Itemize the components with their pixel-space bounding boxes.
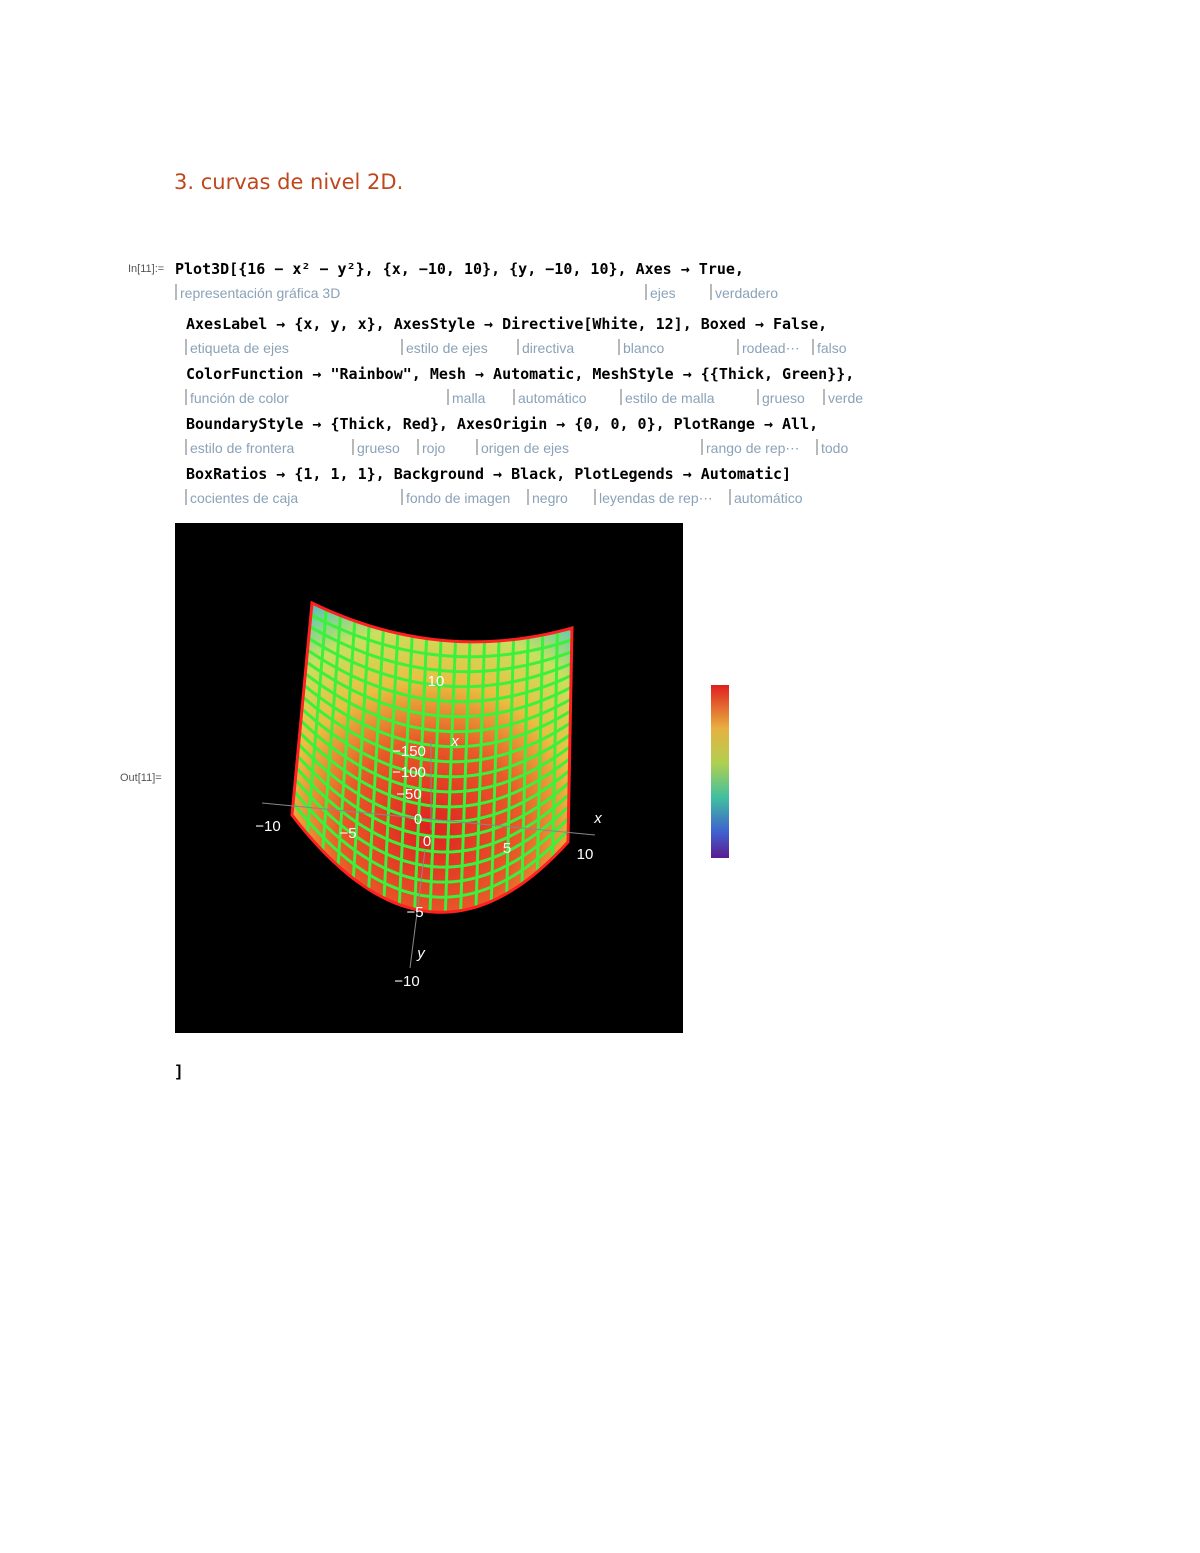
annotation: estilo de malla [620, 389, 715, 406]
mesh-line [535, 634, 545, 872]
annotation: rango de rep⋯ [701, 439, 799, 456]
cell-bracket: ] [176, 1063, 181, 1080]
mesh-line [291, 802, 570, 899]
axis-tick-label: −150 [392, 743, 426, 760]
axis-tick-label: −5 [406, 904, 423, 921]
annotation: rodead⋯ [737, 339, 800, 356]
annotation: grueso [757, 389, 805, 406]
heading: 3. curvas de nivel 2D. [174, 170, 404, 194]
axis-tick-label: −10 [394, 973, 419, 990]
annotation: ejes [645, 284, 676, 301]
output-label: Out[11]= [120, 772, 162, 784]
annotation: directiva [517, 339, 574, 356]
annotation: representación gráfica 3D [175, 284, 340, 301]
annotation: automático [729, 489, 802, 506]
code-line: ColorFunction → "Rainbow", Mesh → Automa… [186, 365, 855, 383]
annotation: negro [527, 489, 568, 506]
code-line: BoundaryStyle → {Thick, Red}, AxesOrigin… [186, 415, 819, 433]
annotation: automático [513, 389, 586, 406]
axis-tick-label: 10 [577, 846, 594, 863]
annotation: blanco [618, 339, 664, 356]
annotation: función de color [185, 389, 289, 406]
mesh-line [294, 778, 570, 869]
axis-tick-label: −100 [392, 764, 426, 781]
legend-tick: −150 [738, 822, 765, 836]
axis-tick-label: 0 [414, 811, 422, 828]
axis-tick-label: −10 [255, 818, 280, 835]
boundary [290, 600, 574, 914]
surface [290, 600, 574, 914]
annotation: leyendas de rep⋯ [594, 489, 713, 506]
annotation: origen de ejes [476, 439, 569, 456]
code-line: Plot3D[{16 − x² − y²}, {x, −10, 10}, {y,… [175, 260, 744, 278]
annotation: verdadero [710, 284, 778, 301]
legend-bar [711, 685, 729, 858]
annotation: verde [823, 389, 863, 406]
legend-tick: 0 [738, 692, 745, 706]
annotation: malla [447, 389, 485, 406]
annotation: grueso [352, 439, 400, 456]
annotation: rojo [417, 439, 445, 456]
axis-labels: 10x−150−100−500−10 −5 0 5 10x−5y−100−50−100−… [255, 673, 765, 990]
mesh-line [293, 790, 570, 884]
mesh-line [551, 631, 559, 859]
axis-tick-label: 0 [423, 833, 431, 850]
code-line: BoxRatios → {1, 1, 1}, Background → Blac… [186, 465, 792, 483]
axis-tick-label: x [593, 810, 602, 827]
axis-tick-label: 10 [428, 673, 445, 690]
annotation: todo [816, 439, 848, 456]
axis-tick-label: x [450, 733, 459, 750]
code-line: AxesLabel → {x, y, x}, AxesStyle → Direc… [186, 315, 828, 333]
annotation: fondo de imagen [401, 489, 510, 506]
axes [261, 740, 596, 969]
axis-tick-label: y [416, 945, 426, 962]
annotation: cocientes de caja [185, 489, 298, 506]
axis-tick-label: −50 [396, 786, 421, 803]
input-label: In[11]:= [128, 263, 165, 275]
legend-tick: −100 [738, 778, 765, 792]
annotation: estilo de frontera [185, 439, 294, 456]
legend-tick: −50 [738, 735, 759, 749]
axis-tick-label: −5 [339, 825, 356, 842]
annotation: falso [812, 339, 847, 356]
axis-tick-label: 5 [503, 840, 511, 857]
annotation: estilo de ejes [401, 339, 488, 356]
annotation: etiqueta de ejes [185, 339, 289, 356]
